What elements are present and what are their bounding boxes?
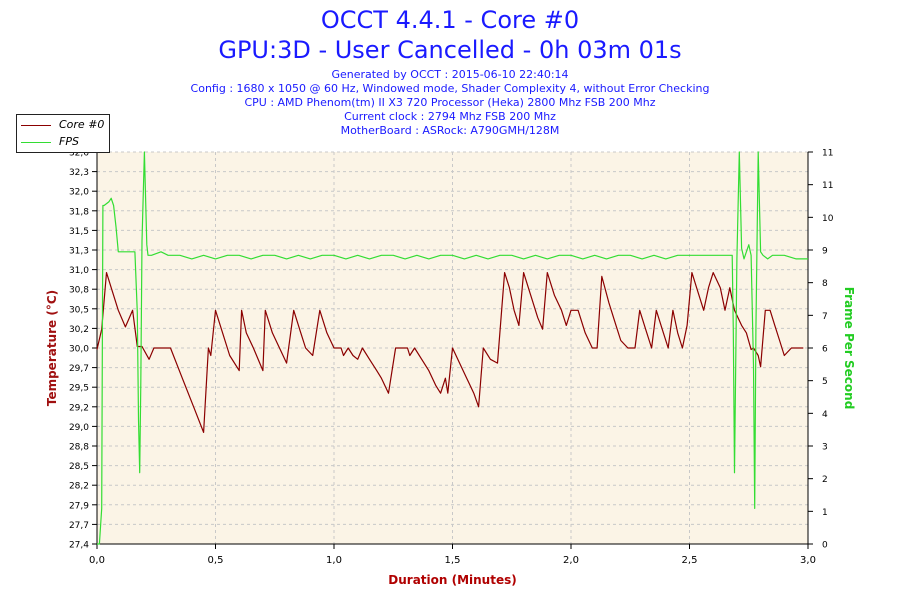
x-tick-label: 1,0 [326,555,342,566]
y-tick-label: 29,0 [69,423,89,433]
x-tick-label: 1,5 [445,555,461,566]
x-tick-label: 0,5 [208,555,224,566]
y2-tick-label: 1 [822,508,828,518]
series-line-fps [97,151,808,545]
y2-tick-label: 4 [822,410,828,420]
y-tick-label: 31,0 [69,266,89,276]
y-tick-label: 28,8 [69,443,89,453]
y2-tick-label: 6 [822,345,828,355]
y2-tick-label: 10 [822,214,834,224]
y-tick-label: 29,2 [69,403,89,413]
x-tick-label: 0,0 [89,555,105,566]
y-tick-label: 31,5 [69,227,89,237]
y-tick-label: 30,5 [69,305,89,315]
y-tick-label: 28,5 [69,462,89,472]
y2-tick-label: 5 [822,377,828,387]
info-motherboard: MotherBoard : ASRock: A790GMH/128M [340,124,560,137]
y-tick-label: 29,7 [69,364,89,374]
series-line-core0 [96,272,804,433]
info-generated: Generated by OCCT : 2015-06-10 22:40:14 [331,68,569,81]
y-tick-label: 32,3 [69,168,89,178]
legend-swatch-fps [21,142,51,143]
y2-tick-label: 0 [822,541,828,551]
y2-tick-label: 11 [822,149,833,159]
info-config: Config : 1680 x 1050 @ 60 Hz, Windowed m… [190,82,710,95]
y-tick-label: 28,2 [69,482,89,492]
chart-title: OCCT 4.4.1 - Core #0 [320,6,580,34]
y2-tick-label: 8 [822,279,828,289]
y2-tick-label: 2 [822,475,828,485]
info-clock: Current clock : 2794 Mhz FSB 200 Mhz [344,110,556,123]
y2-tick-label: 3 [822,443,828,453]
y-tick-label: 30,0 [69,345,89,355]
y2-axis-label: Frame Per Second [842,287,856,410]
y2-tick-label: 9 [822,247,828,257]
info-cpu: CPU : AMD Phenom(tm) II X3 720 Processor… [244,96,656,109]
y-tick-label: 29,5 [69,384,89,394]
y-tick-label: 27,4 [69,541,89,551]
legend-label-core0: Core #0 [59,118,105,131]
y-tick-label: 32,0 [69,188,89,198]
y-axis-label: Temperature (°C) [45,290,59,406]
x-tick-label: 2,0 [563,555,579,566]
y-tick-label: 31,3 [69,247,89,257]
y-tick-label: 30,2 [69,325,89,335]
chart-subtitle: GPU:3D - User Cancelled - 0h 03m 01s [218,36,682,64]
legend-swatch-core0 [21,125,51,126]
y-tick-label: 27,9 [69,501,89,511]
y-tick-label: 30,8 [69,286,89,296]
y-tick-label: 31,8 [69,207,89,217]
x-tick-label: 2,5 [682,555,698,566]
chart-legend: Core #0 FPS [16,114,110,153]
legend-label-fps: FPS [59,135,79,148]
y2-tick-label: 7 [822,312,828,322]
y2-tick-label: 11 [822,181,833,191]
y-tick-label: 32,6 [69,149,89,159]
x-axis-label: Duration (Minutes) [388,573,516,587]
x-tick-label: 3,0 [800,555,816,566]
y-tick-label: 27,7 [69,521,89,531]
